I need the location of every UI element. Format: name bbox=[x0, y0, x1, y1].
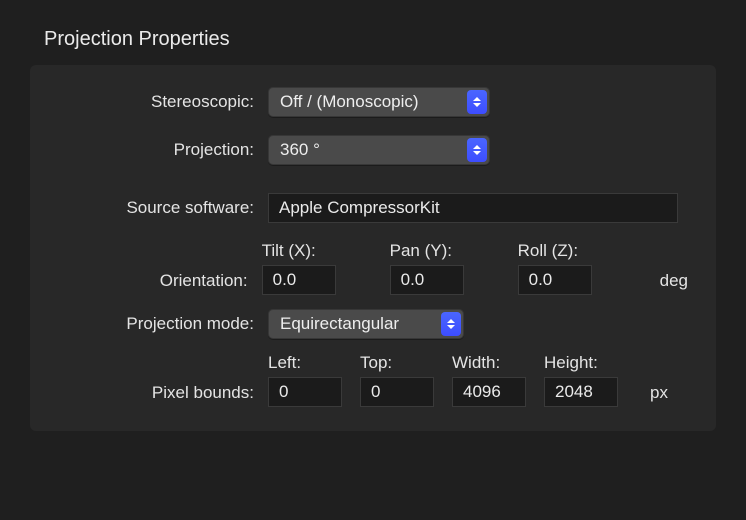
pixel-bounds-label: Pixel bounds: bbox=[58, 383, 268, 407]
top-header: Top: bbox=[360, 353, 434, 373]
height-header: Height: bbox=[544, 353, 618, 373]
source-software-label: Source software: bbox=[58, 198, 268, 218]
roll-header: Roll (Z): bbox=[518, 241, 592, 261]
pan-input[interactable] bbox=[390, 265, 464, 295]
projection-mode-value: Equirectangular bbox=[280, 314, 399, 334]
stereoscopic-popup[interactable]: Off / (Monoscopic) bbox=[268, 87, 490, 117]
source-software-input[interactable] bbox=[268, 193, 678, 223]
chevron-updown-icon bbox=[441, 312, 461, 336]
width-header: Width: bbox=[452, 353, 526, 373]
stereoscopic-value: Off / (Monoscopic) bbox=[280, 92, 419, 112]
chevron-updown-icon bbox=[467, 138, 487, 162]
deg-unit: deg bbox=[660, 271, 688, 295]
stereoscopic-label: Stereoscopic: bbox=[58, 92, 268, 112]
section-title: Projection Properties bbox=[44, 28, 716, 51]
projection-mode-label: Projection mode: bbox=[58, 314, 268, 334]
top-input[interactable] bbox=[360, 377, 434, 407]
height-input[interactable] bbox=[544, 377, 618, 407]
projection-value: 360 ° bbox=[280, 140, 320, 160]
projection-label: Projection: bbox=[58, 140, 268, 160]
tilt-input[interactable] bbox=[262, 265, 336, 295]
left-input[interactable] bbox=[268, 377, 342, 407]
roll-input[interactable] bbox=[518, 265, 592, 295]
orientation-label: Orientation: bbox=[58, 271, 262, 295]
pan-header: Pan (Y): bbox=[390, 241, 464, 261]
projection-popup[interactable]: 360 ° bbox=[268, 135, 490, 165]
properties-panel: Stereoscopic: Off / (Monoscopic) Project… bbox=[30, 65, 716, 431]
px-unit: px bbox=[650, 383, 668, 407]
tilt-header: Tilt (X): bbox=[262, 241, 336, 261]
chevron-updown-icon bbox=[467, 90, 487, 114]
projection-mode-popup[interactable]: Equirectangular bbox=[268, 309, 464, 339]
width-input[interactable] bbox=[452, 377, 526, 407]
left-header: Left: bbox=[268, 353, 342, 373]
